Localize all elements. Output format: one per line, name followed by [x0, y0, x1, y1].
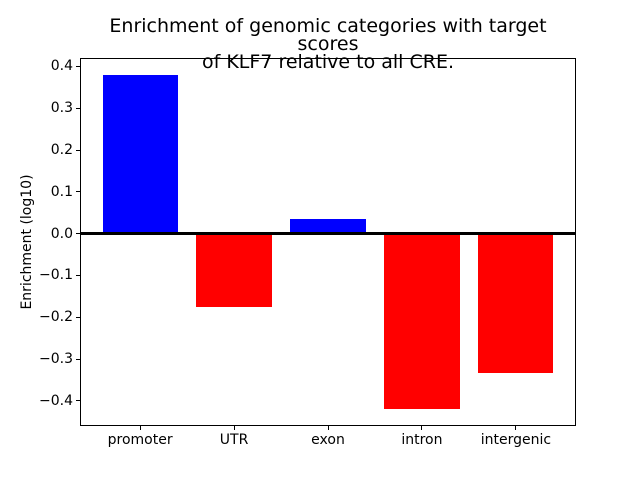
bar-UTR [196, 233, 272, 307]
y-tick-mark [76, 233, 80, 235]
bar-intron [384, 233, 460, 410]
plot-area [80, 58, 576, 426]
y-tick-label: −0.1 [39, 267, 73, 284]
y-tick-label: 0.4 [50, 58, 73, 75]
y-tick-mark [76, 274, 80, 276]
x-tick-label-intergenic: intergenic [480, 432, 552, 448]
y-axis-label: Enrichment (log10) [19, 174, 35, 310]
y-tick-label: −0.2 [39, 309, 73, 326]
y-tick-label: 0.1 [50, 183, 73, 200]
y-tick-label: 0.0 [50, 225, 73, 242]
y-tick-label: 0.3 [50, 100, 73, 117]
zero-baseline [80, 232, 576, 235]
bar-exon [290, 219, 366, 234]
x-tick-mark [421, 426, 423, 430]
y-tick-mark [76, 358, 80, 360]
bar-intergenic [478, 233, 554, 373]
y-tick-mark [76, 65, 80, 67]
x-tick-mark [139, 426, 141, 430]
y-tick-mark [76, 191, 80, 193]
x-tick-mark [327, 426, 329, 430]
x-tick-mark [233, 426, 235, 430]
y-tick-label: −0.3 [39, 351, 73, 368]
chart-title: Enrichment of genomic categories with ta… [80, 15, 576, 73]
bar-promoter [102, 74, 178, 234]
chart-title-line2: of KLF7 relative to all CRE. [201, 51, 455, 73]
y-tick-mark [76, 107, 80, 109]
y-tick-label: −0.4 [39, 392, 73, 409]
x-tick-mark [515, 426, 517, 430]
y-tick-label: 0.2 [50, 142, 73, 158]
chart-title-line1: Enrichment of genomic categories with ta… [109, 15, 547, 55]
x-tick-label-intron: intron [401, 432, 443, 448]
y-tick-mark [76, 316, 80, 318]
x-tick-label-promoter: promoter [107, 432, 173, 448]
x-tick-label-UTR: UTR [219, 432, 249, 448]
y-tick-mark [76, 149, 80, 151]
x-tick-label-exon: exon [311, 432, 345, 448]
y-tick-mark [76, 400, 80, 402]
